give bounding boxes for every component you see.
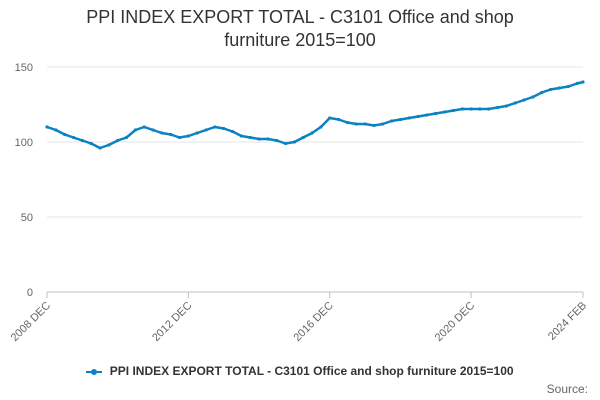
data-point[interactable] — [177, 135, 182, 140]
y-tick-label-100: 100 — [15, 137, 33, 149]
data-point[interactable] — [54, 128, 58, 132]
data-point[interactable] — [107, 143, 111, 147]
data-point[interactable] — [301, 135, 305, 140]
data-point[interactable] — [63, 132, 67, 137]
data-point[interactable] — [169, 132, 173, 137]
x-tick-label-2: 2016 DEC — [291, 300, 335, 344]
data-point[interactable] — [557, 86, 562, 90]
data-point[interactable] — [407, 116, 411, 120]
data-point[interactable] — [45, 125, 49, 129]
data-point[interactable] — [469, 107, 473, 111]
data-point[interactable] — [319, 125, 323, 129]
legend-swatch-icon — [86, 368, 103, 375]
data-point[interactable] — [213, 125, 217, 129]
data-point[interactable] — [80, 138, 84, 143]
data-point[interactable] — [283, 141, 288, 146]
data-point[interactable] — [443, 110, 447, 114]
x-axis: 2008 DEC 2012 DEC 2016 DEC 2020 DEC 2024 FEB — [9, 292, 589, 344]
data-point[interactable] — [337, 117, 341, 122]
legend[interactable]: PPI INDEX EXPORT TOTAL - C3101 Office an… — [0, 364, 600, 378]
data-point[interactable] — [451, 108, 455, 113]
data-point[interactable] — [496, 105, 500, 110]
data-point[interactable] — [248, 135, 252, 140]
data-point[interactable] — [416, 114, 420, 119]
data-point[interactable] — [292, 140, 296, 144]
data-point[interactable] — [310, 131, 314, 135]
data-point[interactable] — [522, 98, 526, 102]
chart-title-line-2: furniture 2015=100 — [224, 30, 376, 50]
data-point[interactable] — [581, 80, 585, 84]
x-tick-label-0: 2008 DEC — [9, 300, 53, 344]
data-point[interactable] — [142, 125, 146, 129]
x-tick-label-1: 2012 DEC — [150, 300, 194, 344]
data-point[interactable] — [434, 111, 438, 116]
data-point[interactable] — [398, 117, 402, 122]
data-point[interactable] — [89, 141, 93, 146]
data-point[interactable] — [478, 107, 482, 111]
data-point[interactable] — [354, 122, 358, 126]
data-point[interactable] — [513, 101, 517, 105]
series-group — [45, 80, 585, 150]
chart-title-line-1: PPI INDEX EXPORT TOTAL - C3101 Office an… — [86, 7, 514, 27]
data-point[interactable] — [487, 107, 491, 111]
data-point[interactable] — [531, 95, 535, 99]
data-point[interactable] — [133, 128, 137, 132]
grid-lines — [47, 66, 583, 293]
data-point[interactable] — [186, 134, 190, 138]
data-point[interactable] — [381, 122, 385, 126]
y-tick-label-0: 0 — [27, 287, 33, 299]
data-point[interactable] — [124, 135, 129, 140]
y-tick-label-150: 150 — [15, 62, 33, 74]
data-point[interactable] — [390, 119, 394, 123]
y-tick-label-50: 50 — [21, 212, 33, 224]
data-point[interactable] — [504, 104, 508, 108]
data-point[interactable] — [98, 146, 102, 150]
data-point[interactable] — [195, 131, 199, 135]
data-point[interactable] — [222, 126, 226, 131]
data-point[interactable] — [460, 107, 464, 111]
data-point[interactable] — [425, 113, 429, 117]
data-point[interactable] — [204, 128, 208, 132]
chart-title: PPI INDEX EXPORT TOTAL - C3101 Office an… — [0, 6, 600, 52]
data-point[interactable] — [239, 134, 243, 138]
data-point[interactable] — [257, 137, 261, 141]
data-point[interactable] — [151, 128, 155, 132]
data-point[interactable] — [230, 129, 235, 134]
data-point[interactable] — [363, 122, 367, 126]
x-tick-label-3: 2020 DEC — [433, 300, 477, 344]
data-point[interactable] — [575, 81, 579, 86]
data-point[interactable] — [160, 131, 164, 135]
data-point[interactable] — [116, 138, 120, 143]
legend-label: PPI INDEX EXPORT TOTAL - C3101 Office an… — [109, 364, 514, 378]
y-axis: 0 50 100 150 — [15, 62, 33, 299]
data-point[interactable] — [540, 90, 544, 95]
data-point[interactable] — [328, 116, 332, 120]
data-point[interactable] — [345, 120, 349, 125]
data-point[interactable] — [566, 84, 570, 89]
source-label: Source: — [546, 382, 588, 396]
x-tick-label-4: 2024 FEB — [546, 300, 589, 343]
data-point[interactable] — [266, 137, 270, 141]
data-point[interactable] — [71, 135, 76, 140]
data-point[interactable] — [549, 87, 553, 92]
data-point[interactable] — [275, 138, 279, 143]
data-point[interactable] — [372, 123, 376, 128]
